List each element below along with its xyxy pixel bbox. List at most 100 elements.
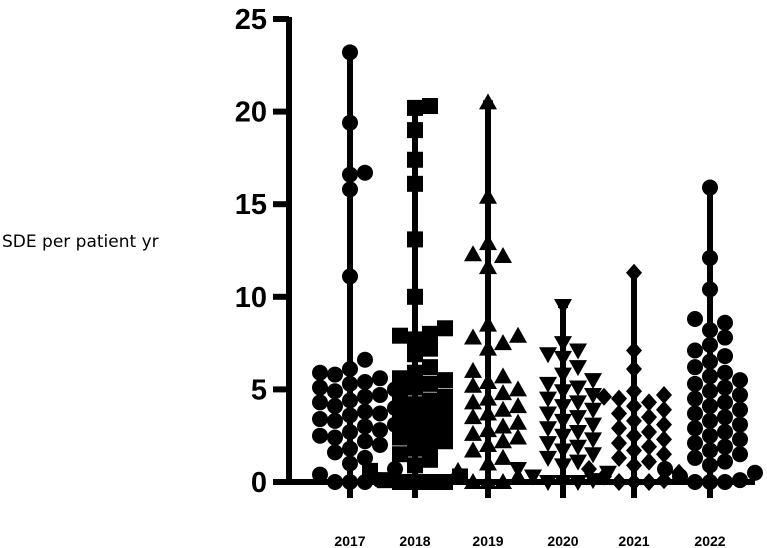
data-point — [656, 430, 672, 449]
data-point — [372, 370, 388, 387]
data-point — [554, 428, 572, 445]
data-point — [479, 454, 497, 471]
data-point — [357, 388, 373, 405]
data-point — [464, 424, 482, 441]
data-point — [656, 385, 672, 404]
data-point — [702, 281, 718, 298]
data-point — [554, 413, 572, 430]
data-point — [494, 432, 512, 449]
data-point — [464, 328, 482, 345]
data-point — [479, 421, 497, 438]
data-point — [312, 394, 328, 411]
data-point — [687, 311, 703, 328]
data-point — [407, 331, 423, 348]
data-point — [717, 329, 733, 346]
data-point — [357, 433, 373, 450]
data-point — [717, 453, 733, 470]
data-point — [702, 353, 718, 370]
data-point — [687, 449, 703, 466]
data-point — [702, 179, 718, 196]
data-point — [732, 386, 748, 403]
data-point — [584, 417, 602, 434]
data-point — [539, 421, 557, 438]
data-point — [479, 404, 497, 421]
data-point — [479, 389, 497, 406]
data-point — [732, 431, 748, 448]
data-point — [611, 419, 627, 438]
data-point — [372, 386, 388, 403]
data-point — [641, 437, 657, 456]
data-point — [494, 400, 512, 417]
data-point — [407, 457, 423, 474]
data-point — [702, 427, 718, 444]
data-point — [702, 383, 718, 400]
data-point — [626, 426, 642, 445]
data-point — [687, 375, 703, 392]
data-point — [392, 327, 408, 344]
data-point — [494, 417, 512, 434]
data-point — [392, 385, 408, 402]
data-point — [626, 360, 642, 379]
data-point — [407, 425, 423, 442]
data-point — [732, 416, 748, 433]
y-tick-label: 25 — [235, 4, 267, 36]
data-point — [392, 446, 408, 463]
data-point — [702, 398, 718, 415]
data-point — [407, 396, 423, 413]
data-point — [509, 380, 527, 397]
data-point — [554, 384, 572, 401]
data-point — [717, 409, 733, 426]
data-point — [596, 387, 612, 406]
x-tick-label: 2017 — [334, 533, 365, 548]
data-point — [554, 458, 572, 475]
data-point — [494, 334, 512, 351]
data-point — [407, 231, 423, 248]
data-point — [407, 411, 423, 428]
data-point — [464, 408, 482, 425]
data-point — [717, 423, 733, 440]
series-2017 — [312, 44, 403, 490]
data-point — [327, 429, 343, 446]
y-axis-label: SDE per patient yr — [2, 232, 159, 252]
series-2019 — [449, 93, 527, 489]
data-point — [422, 340, 438, 357]
data-point — [422, 451, 438, 468]
data-point — [717, 348, 733, 365]
y-tick-label: 5 — [251, 374, 267, 406]
data-point — [569, 395, 587, 412]
x-tick-label: 2020 — [547, 533, 578, 548]
data-point — [342, 268, 358, 285]
data-point — [687, 359, 703, 376]
data-point — [422, 407, 438, 424]
data-point — [539, 450, 557, 467]
data-point — [554, 299, 572, 316]
data-point — [509, 462, 527, 479]
data-point — [357, 164, 373, 181]
data-point — [407, 99, 423, 116]
data-point — [342, 181, 358, 198]
data-point — [569, 424, 587, 441]
data-point — [479, 339, 497, 356]
data-point — [581, 460, 597, 479]
data-point — [464, 245, 482, 262]
data-point — [569, 360, 587, 377]
data-point — [687, 420, 703, 437]
data-point — [509, 428, 527, 445]
data-point — [687, 435, 703, 452]
data-point — [656, 445, 672, 464]
data-point — [327, 383, 343, 400]
y-tick-label: 20 — [235, 97, 267, 129]
data-point — [717, 438, 733, 455]
data-point — [437, 403, 453, 420]
data-point — [312, 364, 328, 381]
data-point — [407, 288, 423, 305]
data-point — [464, 441, 482, 458]
data-point — [342, 166, 358, 183]
data-point — [584, 447, 602, 464]
data-point — [702, 368, 718, 385]
data-point — [407, 175, 423, 192]
data-point — [687, 390, 703, 407]
data-point — [312, 411, 328, 428]
data-point — [437, 372, 453, 389]
x-tick-label: 2019 — [472, 533, 503, 548]
